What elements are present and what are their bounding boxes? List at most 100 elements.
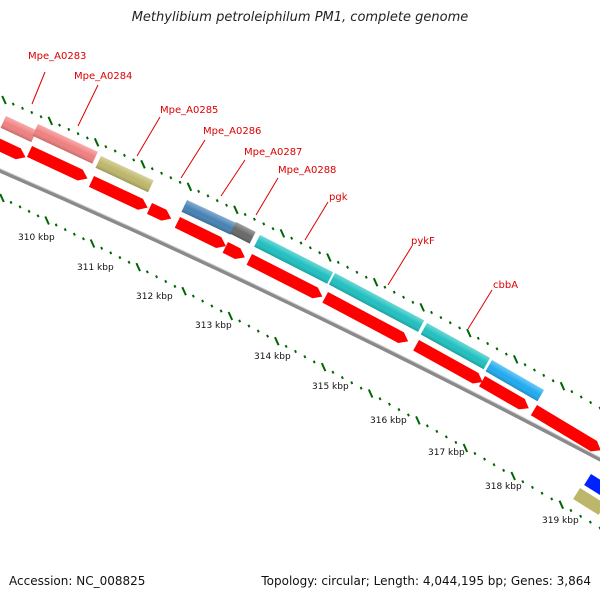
gene-label-mpe-a0283: Mpe_A0283 [28, 51, 86, 62]
cds-arrow[interactable] [222, 242, 248, 263]
minor-tick [303, 355, 307, 359]
minor-tick [550, 497, 554, 501]
minor-tick [492, 463, 496, 467]
minor-tick [458, 326, 462, 330]
gene-label-cbba: cbbA [493, 280, 518, 291]
minor-tick [225, 203, 229, 207]
minor-tick [364, 275, 368, 279]
minor-tick [118, 256, 122, 260]
minor-tick [173, 284, 177, 289]
major-tick [233, 205, 239, 215]
minor-tick [247, 324, 251, 328]
minor-tick [238, 319, 242, 323]
minor-tick [486, 341, 490, 346]
scale-label-313: 313 kbp [195, 321, 232, 331]
major-tick [274, 336, 280, 346]
inner-tick-row [0, 193, 600, 530]
cds-arrow[interactable] [146, 203, 174, 224]
major-tick [320, 362, 327, 372]
minor-tick [569, 508, 573, 513]
minor-tick [27, 209, 31, 214]
minor-tick [145, 270, 149, 274]
minor-tick [164, 279, 168, 284]
minor-tick [290, 236, 294, 240]
gene-box-track [0, 116, 600, 515]
scale-label-318: 318 kbp [485, 482, 522, 492]
minor-tick [540, 491, 544, 495]
minor-tick [392, 290, 396, 294]
major-tick [89, 239, 96, 248]
scale-label-312: 312 kbp [136, 292, 173, 302]
major-tick [93, 137, 100, 147]
minor-tick [284, 344, 288, 349]
cds-arrow[interactable] [246, 254, 326, 302]
minor-tick [109, 251, 113, 255]
major-tick [140, 159, 146, 169]
minor-tick [350, 381, 354, 385]
scale-label-316: 316 kbp [370, 416, 407, 426]
accession-text: Accession: NC_008825 [9, 574, 146, 588]
major-tick [415, 415, 421, 425]
major-tick [135, 262, 141, 272]
minor-tick [76, 132, 80, 136]
gene-label-pgk: pgk [329, 192, 348, 203]
minor-tick [30, 110, 34, 115]
major-tick [47, 116, 54, 126]
cds-arrow[interactable] [413, 340, 485, 387]
minor-tick [155, 275, 159, 279]
minor-tick [448, 321, 452, 325]
gene-box-blue[interactable] [584, 474, 600, 496]
minor-tick [132, 158, 136, 162]
minor-tick [397, 407, 401, 412]
minor-tick [122, 153, 126, 158]
gene-label-pykf: pykF [411, 236, 435, 247]
cds-track [0, 134, 600, 455]
minor-tick [11, 102, 15, 106]
minor-tick [104, 145, 108, 149]
gene-box-olive-edge[interactable] [573, 488, 600, 515]
minor-tick [570, 389, 574, 394]
minor-tick [589, 400, 593, 405]
minor-tick [215, 198, 219, 203]
gene-label-mpe-a0284: Mpe_A0284 [74, 71, 132, 82]
minor-tick [476, 336, 480, 340]
minor-tick [271, 227, 275, 231]
minor-tick [39, 115, 43, 119]
cds-arrow[interactable] [26, 146, 90, 184]
cds-arrow[interactable] [479, 376, 532, 413]
minor-tick [530, 485, 534, 490]
minor-tick [201, 299, 205, 303]
cds-arrow[interactable] [322, 292, 411, 347]
minor-tick [113, 149, 117, 153]
minor-tick [85, 136, 89, 140]
cds-arrow[interactable] [530, 405, 600, 455]
minor-tick [504, 352, 508, 356]
scale-label-319: 319 kbp [542, 516, 579, 526]
scale-label-310: 310 kbp [18, 233, 55, 243]
scale-label-314: 314 kbp [254, 352, 291, 362]
minor-tick [100, 246, 104, 250]
major-tick [367, 389, 374, 398]
minor-tick [579, 395, 583, 399]
minor-tick [483, 457, 487, 461]
cds-arrow[interactable] [88, 176, 150, 213]
gene-label-mpe-a0285: Mpe_A0285 [160, 105, 218, 116]
minor-tick [63, 227, 67, 232]
minor-tick [312, 360, 316, 364]
cds-arrow[interactable] [174, 217, 229, 251]
minor-tick [18, 205, 22, 209]
minor-tick [454, 440, 458, 444]
minor-tick [435, 429, 439, 434]
major-tick [462, 443, 469, 453]
major-tick [227, 311, 234, 321]
minor-tick [532, 368, 536, 372]
genome-backbone-highlight [0, 168, 600, 458]
minor-tick [58, 123, 62, 127]
scale-label-317: 317 kbp [428, 448, 465, 458]
minor-tick [318, 251, 322, 255]
gene-label-mpe-a0288: Mpe_A0288 [278, 165, 336, 176]
major-tick [181, 286, 187, 296]
cds-arrow[interactable] [0, 134, 28, 163]
minor-tick [355, 270, 359, 274]
